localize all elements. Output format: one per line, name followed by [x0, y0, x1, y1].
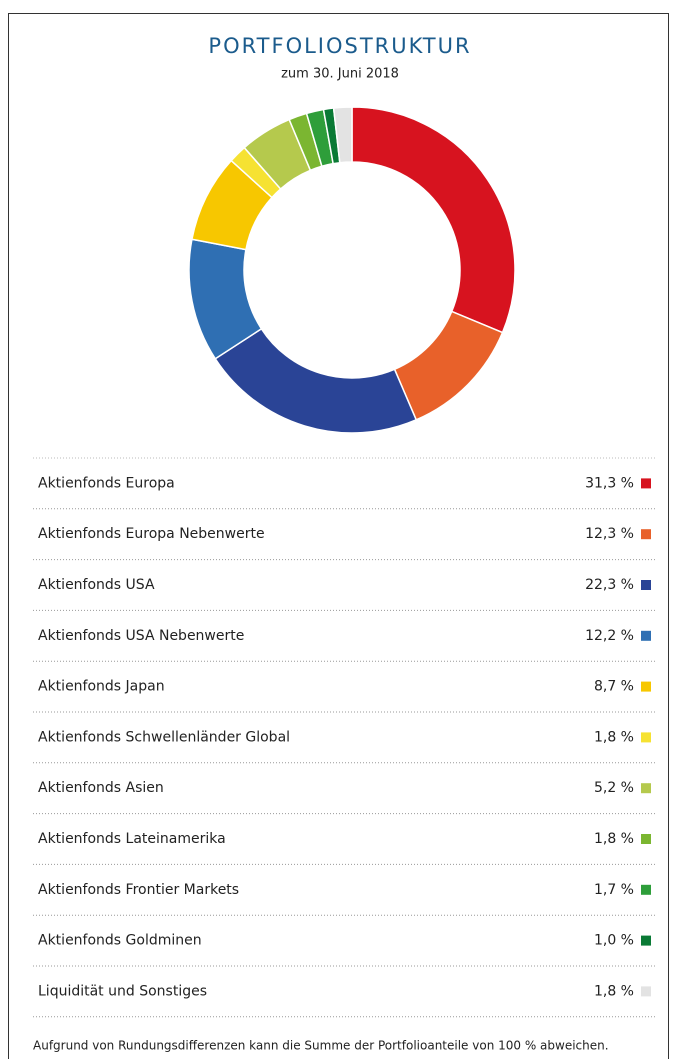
legend-label: Aktienfonds Europa Nebenwerte	[38, 526, 265, 542]
footnote: Aufgrund von Rundungsdifferenzen kann di…	[33, 1039, 609, 1053]
legend-value: 1,7 %	[594, 882, 634, 898]
legend-label: Aktienfonds Asien	[38, 780, 164, 796]
donut-slice	[393, 310, 504, 421]
donut-slice	[214, 327, 418, 434]
legend-label: Aktienfonds Lateinamerika	[38, 831, 226, 847]
legend-value: 1,8 %	[594, 983, 634, 999]
legend-label: Aktienfonds Europa	[38, 475, 175, 491]
legend-value: 12,2 %	[585, 628, 634, 644]
legend-value: 12,3 %	[585, 526, 634, 542]
legend-swatch	[641, 834, 651, 844]
frame	[8, 13, 669, 1059]
legend-value: 31,3 %	[585, 475, 634, 491]
legend-swatch	[641, 986, 651, 997]
donut-slice	[332, 106, 353, 164]
legend-label: Liquidität und Sonstiges	[38, 983, 207, 999]
legend-swatch	[641, 630, 651, 641]
legend-label: Aktienfonds Frontier Markets	[38, 882, 239, 898]
legend-value: 1,8 %	[594, 831, 634, 847]
legend-swatch	[641, 935, 651, 946]
legend-value: 5,2 %	[594, 780, 634, 796]
legend-value: 1,0 %	[594, 933, 634, 949]
legend-label: Aktienfonds Goldminen	[38, 933, 202, 949]
legend-value: 8,7 %	[594, 679, 634, 695]
legend-label: Aktienfonds Japan	[38, 679, 165, 695]
legend-label: Aktienfonds USA	[38, 577, 155, 593]
legend-swatch	[641, 681, 651, 692]
legend-swatch	[641, 580, 651, 590]
legend-swatch	[641, 529, 651, 540]
legend-swatch	[641, 732, 651, 743]
legend-swatch	[641, 478, 651, 489]
donut-slice	[351, 106, 516, 334]
legend-swatch	[641, 783, 651, 794]
chart-subtitle: zum 30. Juni 2018	[281, 67, 399, 82]
legend-swatch	[641, 884, 651, 895]
legend-label: Aktienfonds Schwellenländer Global	[38, 729, 290, 745]
legend-value: 1,8 %	[594, 729, 634, 745]
chart-title: PORTFOLIOSTRUKTUR	[208, 34, 471, 58]
legend-value: 22,3 %	[585, 577, 634, 593]
legend-label: Aktienfonds USA Nebenwerte	[38, 628, 244, 644]
